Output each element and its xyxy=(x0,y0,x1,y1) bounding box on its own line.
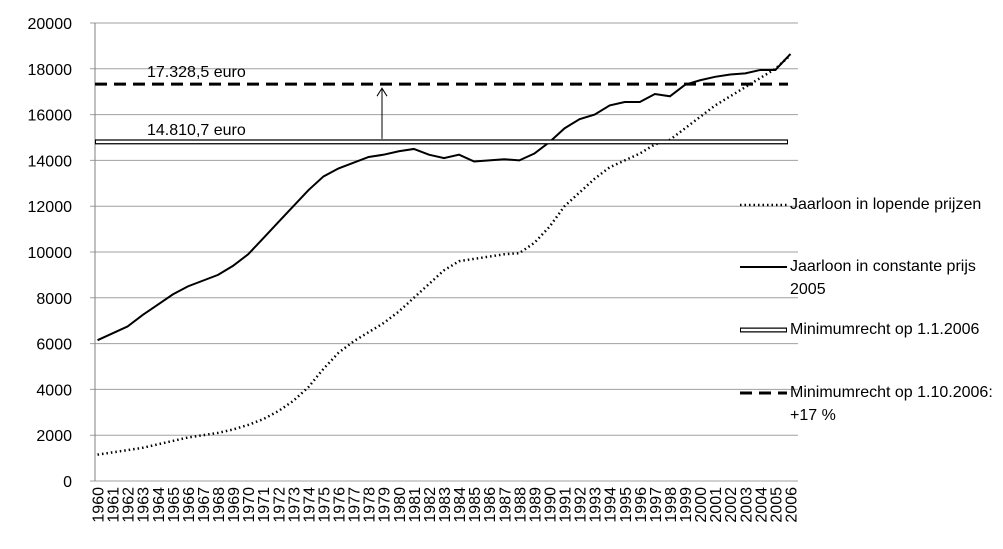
y-tick-label: 6000 xyxy=(36,337,72,354)
y-tick-label: 18000 xyxy=(28,62,73,79)
y-tick-label: 20000 xyxy=(28,16,73,33)
x-tick-label: 1970 xyxy=(241,487,258,523)
legend-label: Jaarloon in lopende prijzen xyxy=(790,196,982,213)
x-tick-label: 1996 xyxy=(633,487,650,523)
x-tick-label: 2005 xyxy=(768,487,785,523)
x-tick-label: 1992 xyxy=(573,487,590,523)
x-tick-label: 1967 xyxy=(196,487,213,523)
series-line xyxy=(97,54,792,456)
x-tick-label: 1997 xyxy=(648,487,665,523)
y-tick-label: 0 xyxy=(63,474,72,491)
x-tick-label: 1984 xyxy=(452,487,469,523)
y-tick-label: 14000 xyxy=(28,153,73,170)
x-tick-label: 2004 xyxy=(753,487,770,523)
x-tick-label: 2003 xyxy=(738,487,755,523)
x-tick-label: 2001 xyxy=(708,487,725,523)
x-tick-label: 1991 xyxy=(558,487,575,523)
x-tick-label: 1993 xyxy=(588,487,605,523)
x-tick-label: 1977 xyxy=(347,487,364,523)
x-tick-label: 1989 xyxy=(527,487,544,523)
arrow-head xyxy=(376,87,388,97)
x-tick-label: 1986 xyxy=(482,487,499,523)
y-tick-label: 8000 xyxy=(36,291,72,308)
y-tick-label: 12000 xyxy=(28,199,73,216)
x-tick-label: 1975 xyxy=(316,487,333,523)
x-tick-label: 1973 xyxy=(286,487,303,523)
reference-label: 17.328,5 euro xyxy=(147,64,246,81)
legend-label: Jaarloon in constante prijs 2005 xyxy=(790,258,976,298)
x-tick-label: 1985 xyxy=(467,487,484,523)
x-tick-label: 1961 xyxy=(106,487,123,523)
x-tick-label: 1987 xyxy=(497,487,514,523)
x-tick-label: 1990 xyxy=(542,487,559,523)
x-tick-label: 1988 xyxy=(512,487,529,523)
series-line xyxy=(97,53,792,342)
x-tick-label: 1968 xyxy=(211,487,228,523)
x-tick-label: 1972 xyxy=(271,487,288,523)
y-tick-label: 10000 xyxy=(28,245,73,262)
x-tick-label: 1974 xyxy=(301,487,318,523)
x-tick-label: 1980 xyxy=(392,487,409,523)
x-tick-label: 1982 xyxy=(422,487,439,523)
x-tick-label: 1966 xyxy=(181,487,198,523)
y-tick-label: 2000 xyxy=(36,428,72,445)
x-tick-label: 1965 xyxy=(166,487,183,523)
x-tick-label: 1995 xyxy=(618,487,635,523)
y-tick-label: 4000 xyxy=(36,382,72,399)
x-tick-label: 1994 xyxy=(603,487,620,523)
x-tick-label: 2002 xyxy=(723,487,740,523)
x-tick-label: 1962 xyxy=(121,487,138,523)
x-tick-label: 1999 xyxy=(678,487,695,523)
legend-label: Minimumrecht op 1.1.2006 xyxy=(790,321,980,338)
x-tick-label: 1971 xyxy=(256,487,273,523)
legend-label: Minimumrecht op 1.10.2006: +17 % xyxy=(790,384,993,424)
x-tick-label: 1963 xyxy=(136,487,153,523)
x-tick-label: 1960 xyxy=(91,487,108,523)
x-tick-label: 1978 xyxy=(362,487,379,523)
x-tick-label: 1998 xyxy=(663,487,680,523)
y-tick-label: 16000 xyxy=(28,108,73,125)
x-tick-label: 1964 xyxy=(151,487,168,523)
x-tick-label: 2000 xyxy=(693,487,710,523)
x-tick-label: 1981 xyxy=(407,487,424,523)
reference-label: 14.810,7 euro xyxy=(147,122,246,139)
x-tick-label: 2006 xyxy=(783,487,800,523)
x-tick-label: 1979 xyxy=(377,487,394,523)
x-tick-label: 1983 xyxy=(437,487,454,523)
x-tick-label: 1969 xyxy=(226,487,243,523)
x-tick-label: 1976 xyxy=(332,487,349,523)
